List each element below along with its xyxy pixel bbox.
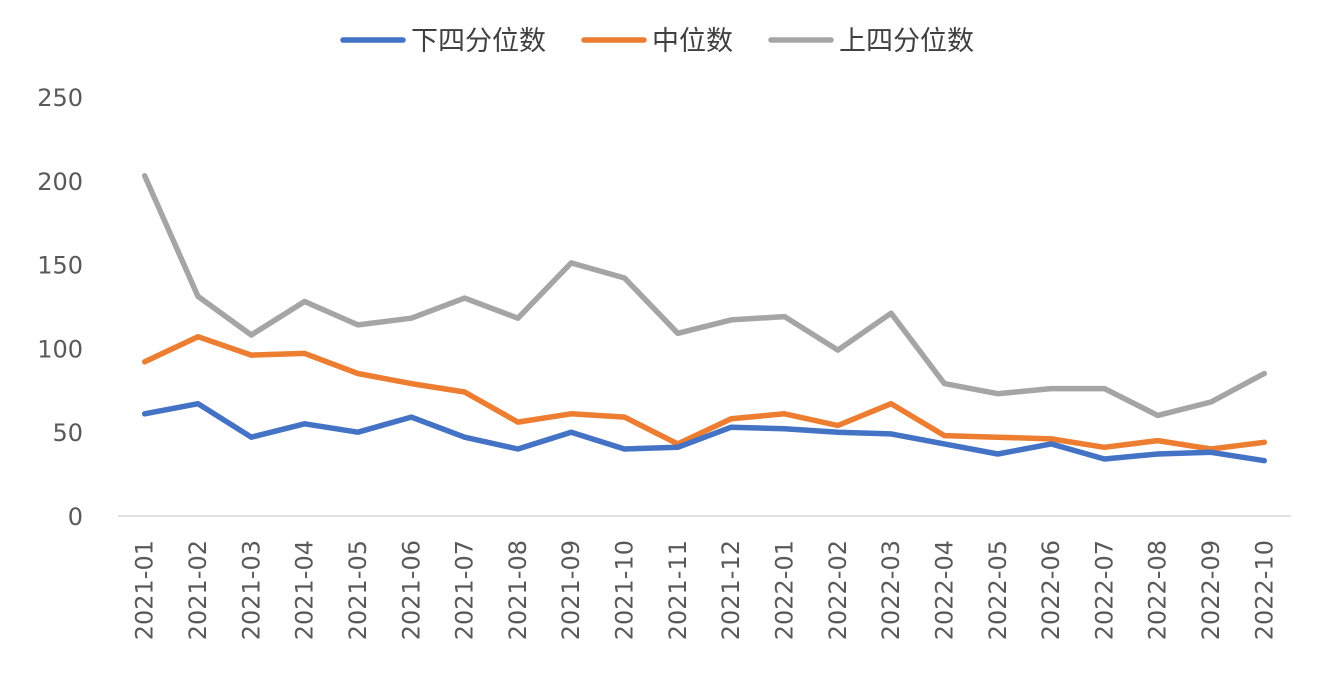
x-tick-label: 2021-08 — [504, 540, 532, 640]
x-tick-label: 2021-02 — [184, 540, 212, 640]
x-tick-label: 2022-01 — [770, 540, 798, 640]
x-tick-label: 2021-12 — [717, 540, 745, 640]
x-tick-label: 2022-03 — [877, 540, 905, 640]
x-tick-label: 2021-04 — [291, 540, 319, 640]
y-tick-label: 0 — [68, 503, 83, 531]
x-tick-label: 2022-06 — [1037, 540, 1065, 640]
x-tick-label: 2022-07 — [1090, 540, 1118, 640]
legend: 下四分位数 中位数 上四分位数 — [340, 26, 974, 57]
legend-label: 下四分位数 — [411, 26, 546, 57]
y-tick-label: 200 — [37, 168, 83, 196]
x-tick-label: 2021-05 — [344, 540, 372, 640]
x-tick-label: 2022-05 — [984, 540, 1012, 640]
x-tick-label: 2022-04 — [930, 540, 958, 640]
y-tick-label: 50 — [52, 419, 83, 447]
x-tick-label: 2022-08 — [1144, 540, 1172, 640]
x-tick-label: 2021-01 — [131, 540, 159, 640]
x-tick-label: 2021-11 — [664, 540, 692, 640]
y-tick-label: 100 — [37, 335, 83, 363]
legend-label: 上四分位数 — [839, 26, 974, 57]
x-tick-label: 2022-09 — [1197, 540, 1225, 640]
x-tick-label: 2022-02 — [824, 540, 852, 640]
series-group — [141, 173, 1268, 464]
y-tick-label: 250 — [37, 84, 83, 112]
x-tick-label: 2021-07 — [451, 540, 479, 640]
series-line — [141, 333, 1268, 452]
series-line — [141, 400, 1268, 464]
y-tick-label: 150 — [37, 252, 83, 280]
legend-label: 中位数 — [652, 26, 733, 57]
x-tick-label: 2021-03 — [237, 540, 265, 640]
x-tick-label: 2022-10 — [1250, 540, 1278, 640]
x-tick-label: 2021-10 — [611, 540, 639, 640]
x-tick-label: 2021-09 — [557, 540, 585, 640]
x-tick-label: 2021-06 — [397, 540, 425, 640]
series-line — [141, 173, 1268, 419]
y-axis: 0 50 100 150 200 250 — [37, 84, 83, 531]
x-axis: 2021-01 2021-02 2021-03 2021-04 2021-05 2021-… — [118, 515, 1291, 640]
